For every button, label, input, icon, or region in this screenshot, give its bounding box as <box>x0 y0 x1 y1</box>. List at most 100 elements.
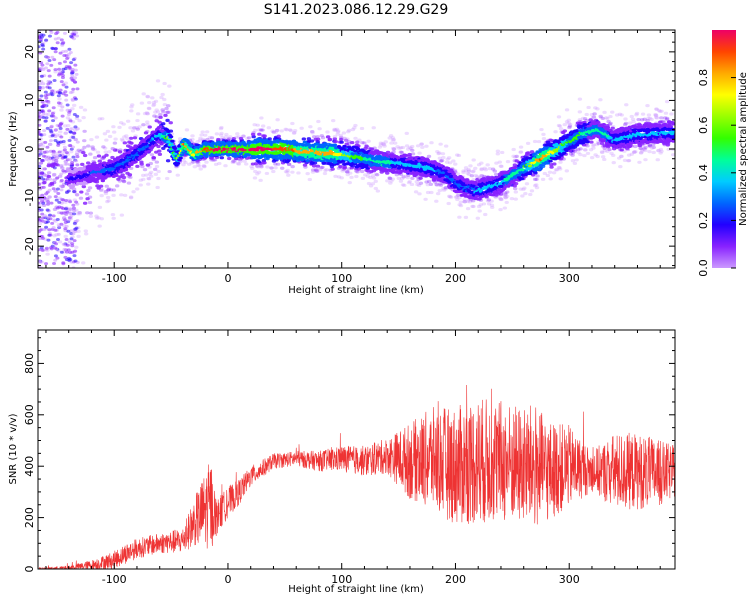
spectral-cell <box>220 136 225 140</box>
spectral-cell <box>201 164 206 168</box>
spectral-cell <box>55 187 60 191</box>
spectral-cell <box>73 63 78 67</box>
spectral-cell <box>572 161 578 166</box>
spectral-cell <box>75 163 80 167</box>
spectral-cell <box>105 129 111 133</box>
spectral-cell <box>378 143 384 147</box>
spectral-cell <box>39 197 44 201</box>
spectral-cell <box>149 153 155 157</box>
spectral-cell <box>152 114 157 118</box>
spectral-cell <box>64 258 69 262</box>
spectral-cell <box>426 179 432 184</box>
spectral-cell <box>381 143 387 147</box>
spectral-cell <box>439 158 445 163</box>
spectral-cell <box>46 79 51 83</box>
spectral-cell <box>318 168 323 172</box>
spectral-cell <box>62 124 68 128</box>
spectral-cell <box>576 147 581 152</box>
spectral-cell <box>627 121 633 125</box>
spectral-cell <box>479 167 484 171</box>
spectral-cell <box>146 177 152 181</box>
spectral-cell <box>518 145 524 149</box>
spectral-cell <box>87 200 93 205</box>
spectral-cell <box>45 252 50 256</box>
spectral-cell <box>38 130 41 134</box>
spectral-cell <box>141 92 146 96</box>
spectral-cell <box>259 163 264 167</box>
spectral-cell <box>146 106 152 110</box>
spectral-cell <box>373 186 379 191</box>
spectral-cell <box>315 137 321 141</box>
spectral-cell <box>107 134 113 139</box>
spectral-cell <box>53 246 58 250</box>
spectral-cell <box>653 112 658 117</box>
spectral-cell <box>646 113 652 117</box>
spectral-cell <box>638 151 644 155</box>
spectral-cell <box>582 148 588 152</box>
ridge-cell <box>332 143 338 147</box>
spectral-cell <box>154 108 159 112</box>
spectral-cell <box>373 172 379 176</box>
spectral-cell <box>59 164 64 168</box>
spectral-cell <box>97 224 102 228</box>
spectral-cell <box>454 195 459 199</box>
spectral-cell <box>274 128 280 133</box>
spectral-cell <box>71 87 76 91</box>
spectral-cell <box>51 187 56 191</box>
spectral-cell <box>42 181 47 185</box>
spectral-cell <box>99 194 104 198</box>
spectral-cell <box>368 184 374 188</box>
spectral-cell <box>117 125 122 129</box>
spectral-cell <box>557 124 563 128</box>
spectral-cell <box>534 177 539 181</box>
spectral-cell <box>407 146 413 150</box>
spectral-cell <box>38 194 41 198</box>
spectral-cell <box>416 177 421 182</box>
spectral-cell <box>199 133 204 137</box>
spectral-cell <box>578 120 584 124</box>
spectral-cell <box>151 100 157 105</box>
spectral-cell <box>68 91 73 95</box>
spectral-cell <box>130 103 135 107</box>
spectral-cell <box>578 153 583 157</box>
spectral-cell <box>251 131 256 135</box>
spectral-cell <box>47 34 52 38</box>
spectral-cell <box>602 149 608 153</box>
spectral-cell <box>59 206 64 210</box>
spectral-cell <box>632 150 637 154</box>
spectral-cell <box>648 144 653 148</box>
spectral-cell <box>40 193 45 197</box>
spectrogram-heatmap <box>38 30 675 268</box>
spectral-cell <box>325 130 330 134</box>
spectral-cell <box>81 116 86 120</box>
spectral-cell <box>566 118 571 122</box>
spectral-cell <box>75 155 80 159</box>
spectral-cell <box>385 171 390 175</box>
spectral-cell <box>44 116 49 120</box>
spectral-cell <box>598 98 603 102</box>
spectral-cell <box>655 158 660 162</box>
spectral-cell <box>40 43 45 47</box>
spectral-cell <box>535 174 540 178</box>
spectral-cell <box>145 95 151 99</box>
spectral-cell <box>165 118 170 122</box>
spectral-cell <box>371 126 376 130</box>
spectral-cell <box>73 227 78 231</box>
spectral-cell <box>157 152 163 157</box>
spectral-cell <box>39 94 44 98</box>
spectral-cell <box>659 109 664 113</box>
spectral-cell <box>308 125 313 129</box>
spectral-cell <box>122 193 128 198</box>
spectral-cell <box>647 144 652 148</box>
spectral-cell <box>336 129 341 133</box>
spectral-cell <box>542 143 548 147</box>
spectral-cell <box>108 188 114 192</box>
spectral-cell <box>584 112 589 117</box>
spectral-cell <box>131 190 136 194</box>
spectral-cell <box>604 116 609 120</box>
spectral-cell <box>654 107 659 111</box>
spectral-cell <box>46 200 51 204</box>
spectral-cell <box>461 169 466 173</box>
spectral-cell <box>409 182 415 187</box>
spectral-cell <box>40 109 45 113</box>
